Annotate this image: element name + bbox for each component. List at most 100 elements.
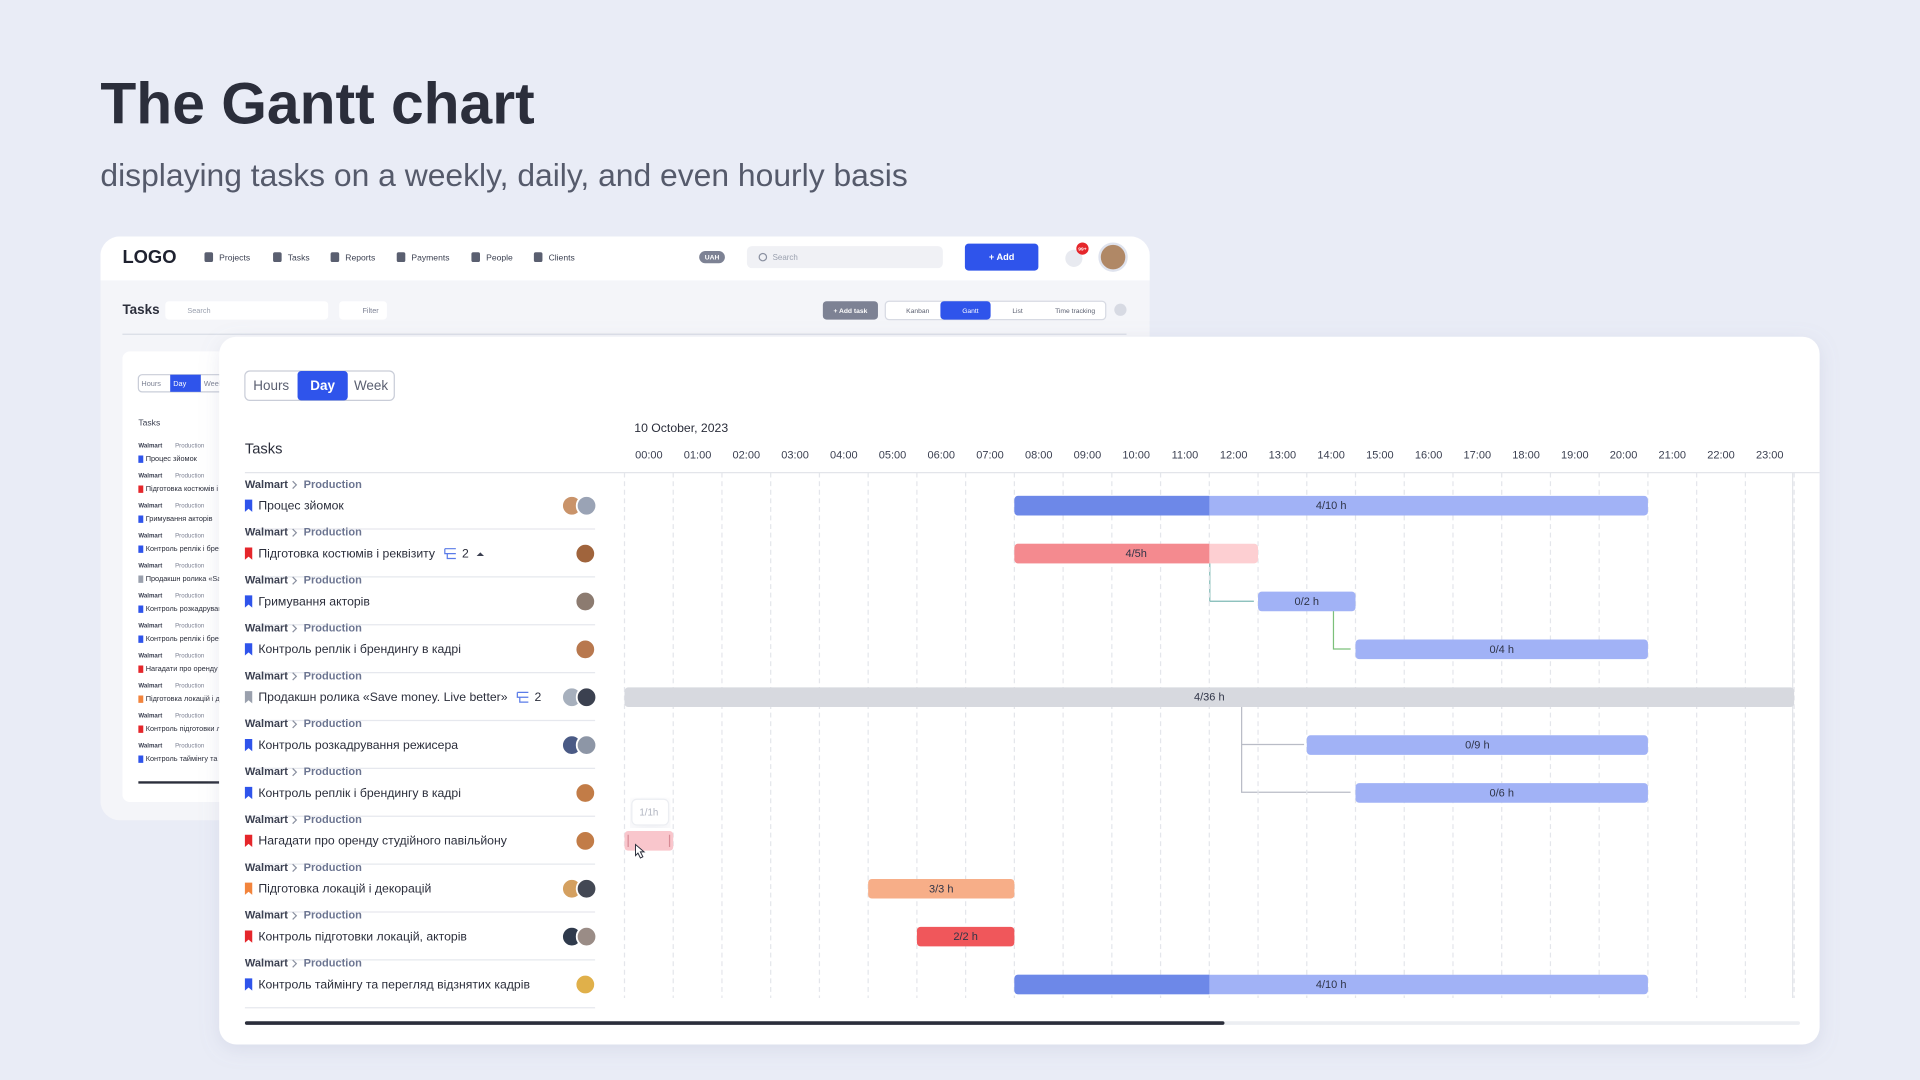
avatar xyxy=(575,925,598,948)
task-bar[interactable] xyxy=(624,831,674,851)
mini-scale: Day xyxy=(173,379,186,388)
task-name[interactable]: Контроль підготовки локацій, акторів xyxy=(258,929,467,943)
task-bar[interactable] xyxy=(1355,639,1648,660)
project: Production xyxy=(304,479,362,491)
task-name[interactable]: Нагадати про оренду студійного павільйон… xyxy=(258,834,507,848)
task-bar[interactable] xyxy=(916,926,1015,947)
chevron xyxy=(292,480,298,490)
mini-flag xyxy=(138,485,144,493)
subtitle: displaying tasks on a weekly, daily, and… xyxy=(100,157,907,193)
task-bar[interactable] xyxy=(624,687,1795,708)
chevron xyxy=(292,959,298,968)
nav-item[interactable]: Tasks xyxy=(288,253,310,263)
view-tab[interactable]: List xyxy=(1012,308,1023,315)
dependency xyxy=(1332,611,1351,650)
scale-tab[interactable]: Day xyxy=(310,378,335,393)
mini-project: Production xyxy=(175,472,204,479)
badge-count: 99+ xyxy=(1078,246,1086,252)
nav-item[interactable]: People xyxy=(486,253,513,263)
filter-button[interactable] xyxy=(339,301,387,320)
flag xyxy=(244,930,253,943)
mini-scale: Hours xyxy=(141,379,161,388)
hour-label: 09:00 xyxy=(1074,449,1102,461)
dependency xyxy=(1241,706,1351,793)
flag xyxy=(244,499,253,512)
scale-tab[interactable]: Week xyxy=(354,378,388,393)
task-search[interactable] xyxy=(165,301,329,320)
chevron xyxy=(292,863,298,873)
task-bar[interactable] xyxy=(1306,735,1648,755)
bar-label: 4/10 h xyxy=(1316,500,1347,512)
view-tab[interactable]: Time tracking xyxy=(1055,308,1095,315)
mini-scale-active xyxy=(170,374,201,392)
tooltip-label: 1/1h xyxy=(639,807,658,818)
client: Walmart xyxy=(245,718,288,730)
mini-task-name: Контроль підготовки локацій, акторів xyxy=(146,724,271,733)
task-name[interactable]: Контроль реплік і брендингу в кадрі xyxy=(258,642,461,656)
expand-caret[interactable] xyxy=(476,552,485,557)
flag xyxy=(244,834,253,847)
mini-task-name: Контроль розкадрування режисера xyxy=(146,604,267,613)
nav-item[interactable]: Reports xyxy=(345,253,375,263)
task-name[interactable]: Гримування акторів xyxy=(258,594,370,608)
logo: LOGO xyxy=(122,246,176,267)
task-name[interactable]: Процес зйомок xyxy=(258,499,344,513)
add-button[interactable] xyxy=(964,243,1039,271)
nav-icon xyxy=(204,252,214,263)
task-name[interactable]: Контроль реплік і брендингу в кадрі xyxy=(258,786,461,800)
view-tab[interactable]: Gantt xyxy=(962,308,979,315)
client: Walmart xyxy=(245,958,288,970)
hour-label: 13:00 xyxy=(1269,449,1297,461)
mini-client: Walmart xyxy=(138,682,162,689)
task-bar[interactable] xyxy=(1355,783,1648,803)
settings[interactable] xyxy=(1114,303,1127,316)
task-bar[interactable] xyxy=(868,878,1015,899)
hour-label: 11:00 xyxy=(1172,449,1199,461)
bar-label: 4/5h xyxy=(1125,548,1146,560)
hour-label: 03:00 xyxy=(781,449,809,461)
hour-label: 14:00 xyxy=(1317,449,1345,461)
mini-flag xyxy=(138,665,144,673)
currency: UAH xyxy=(705,255,720,262)
nav-item[interactable]: Payments xyxy=(411,253,449,263)
nav-icon xyxy=(396,252,406,263)
task-name[interactable]: Підготовка костюмів і реквізиту xyxy=(258,546,436,560)
hour-label: 16:00 xyxy=(1415,449,1443,461)
task-name[interactable]: Контроль розкадрування режисера xyxy=(258,738,458,752)
avatar xyxy=(574,782,597,804)
mini-flag xyxy=(138,695,144,703)
search-icon xyxy=(758,252,768,262)
scale-tab[interactable]: Hours xyxy=(253,378,289,393)
mini-project: Production xyxy=(175,652,204,659)
mini-client: Walmart xyxy=(138,562,162,569)
mini-client: Walmart xyxy=(138,592,162,599)
view-tab[interactable]: Kanban xyxy=(906,308,929,315)
add-task-button[interactable] xyxy=(822,301,878,320)
flag xyxy=(244,882,253,895)
scroll-thumb[interactable] xyxy=(244,1021,1225,1025)
mini-project: Production xyxy=(175,622,204,629)
avatar xyxy=(574,542,597,565)
mini-project: Production xyxy=(175,592,204,599)
mini-project: Production xyxy=(175,742,204,749)
project: Production xyxy=(304,670,362,682)
task-name[interactable]: Контроль таймінгу та перегляд відзнятих … xyxy=(258,977,530,991)
chevron xyxy=(292,528,298,537)
search-box[interactable] xyxy=(746,246,943,269)
bell[interactable] xyxy=(1065,249,1083,267)
user-avatar[interactable] xyxy=(1098,242,1128,272)
flag xyxy=(244,978,253,991)
avatar xyxy=(575,495,598,517)
bar-label: 4/36 h xyxy=(1194,692,1225,704)
bar-label: 0/9 h xyxy=(1465,740,1490,752)
nav-item[interactable]: Clients xyxy=(549,253,575,263)
task-name[interactable]: Підготовка локацій і декорацій xyxy=(258,882,431,896)
project: Production xyxy=(304,766,362,778)
task-name[interactable]: Продакшн ролика «Save money. Live better… xyxy=(258,690,507,704)
chevron xyxy=(292,815,298,825)
view-active xyxy=(940,301,991,320)
task-bar[interactable] xyxy=(1258,591,1356,612)
mini-task-name: Процес зйомок xyxy=(146,454,198,463)
nav-item[interactable]: Projects xyxy=(219,253,250,263)
